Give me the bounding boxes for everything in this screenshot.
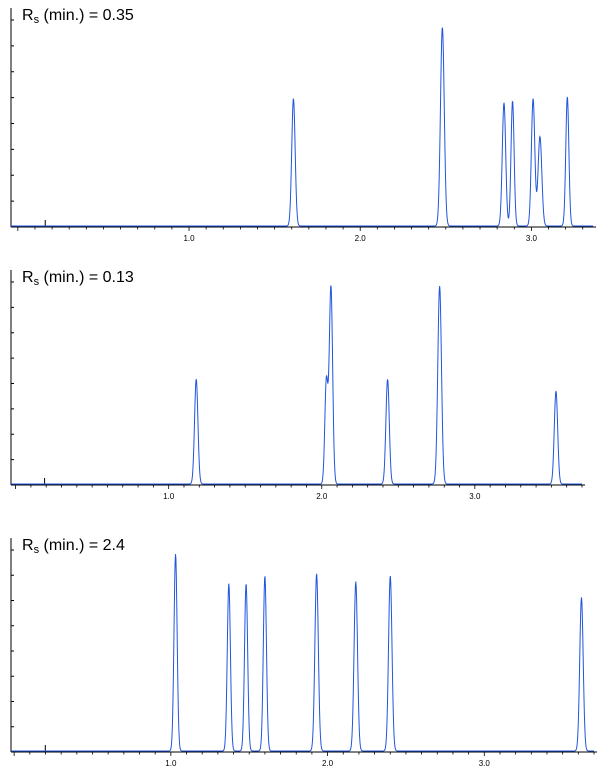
chromatogram-plot-1: 1.0 2.0 3.0 (10, 8, 596, 243)
title-rest-1: (min.) = 0.35 (39, 7, 134, 24)
chromatogram-panel-3: Rs (min.) = 2.4 1.0 2.0 3.0 (0, 530, 598, 776)
title-sub-3: s (33, 544, 40, 556)
x-tick-label: 2.0 (355, 234, 367, 243)
chromatogram-plot-3: 1.0 2.0 3.0 (10, 538, 597, 768)
title-sub-2: s (33, 276, 40, 288)
chromatogram-panel-1: Rs (min.) = 0.35 1.0 2.0 3.0 (0, 0, 598, 243)
title-main-3: R (22, 537, 34, 554)
chromatogram-trace (11, 27, 593, 227)
title-rest-2: (min.) = 0.13 (39, 269, 134, 286)
title-rest-3: (min.) = 2.4 (39, 537, 125, 554)
chromatogram-trace (11, 554, 594, 752)
x-tick-label: 3.0 (526, 234, 538, 243)
x-tick-label: 2.0 (316, 492, 328, 501)
chart-title-3: Rs (min.) = 2.4 (22, 537, 125, 556)
x-tick-label: 1.0 (163, 492, 175, 501)
x-tick-label: 3.0 (479, 759, 491, 768)
title-main-2: R (22, 269, 34, 286)
chromatogram-trace (11, 285, 582, 485)
x-tick-label: 2.0 (322, 759, 334, 768)
x-tick-label: 3.0 (469, 492, 481, 501)
chart-title-1: Rs (min.) = 0.35 (22, 7, 134, 26)
chart-title-2: Rs (min.) = 0.13 (22, 269, 134, 288)
chromatogram-panel-2: Rs (min.) = 0.13 1.0 2.0 3.0 (0, 262, 598, 506)
x-tick-label: 1.0 (183, 234, 195, 243)
title-main-1: R (22, 7, 34, 24)
title-sub-1: s (33, 14, 40, 26)
chromatogram-plot-2: 1.0 2.0 3.0 (10, 270, 585, 501)
x-tick-label: 1.0 (165, 759, 177, 768)
